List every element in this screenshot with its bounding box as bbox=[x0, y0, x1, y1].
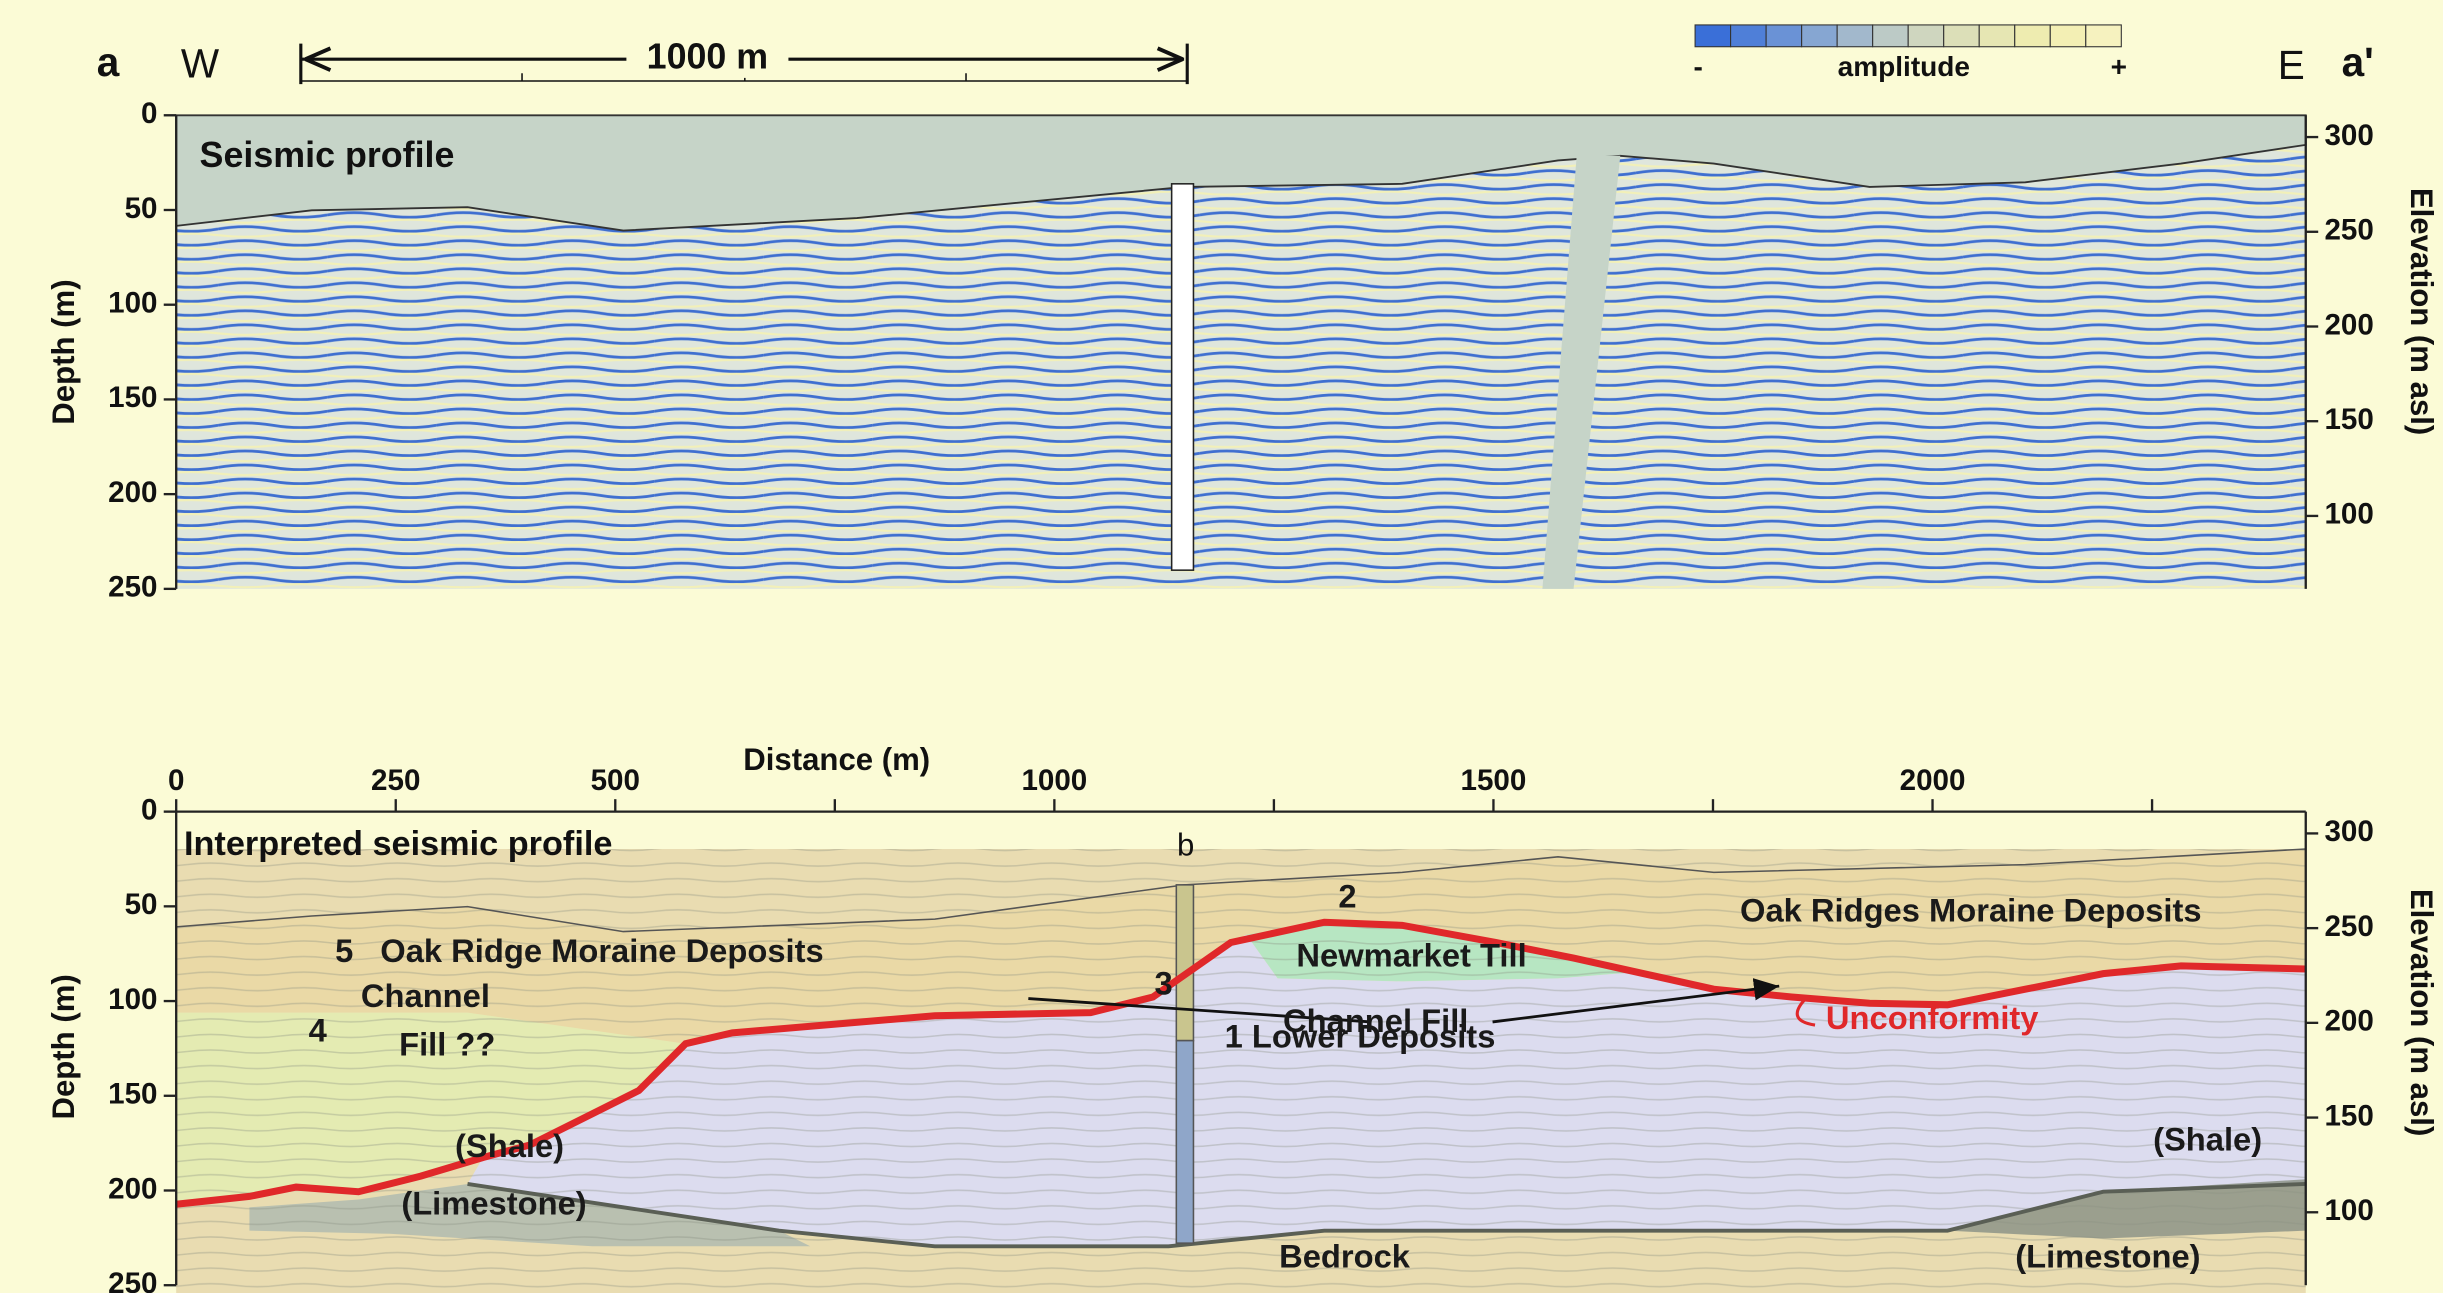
unit-label: (Limestone) bbox=[2015, 1237, 2200, 1274]
west-label: W bbox=[181, 41, 220, 87]
interpreted-panel: Interpreted seismic profile b 5 Oak Ridg… bbox=[176, 825, 2306, 1293]
unit-number: 3 bbox=[1155, 965, 1173, 1002]
unit-label: Oak Ridges Moraine Deposits bbox=[1740, 892, 2202, 929]
y2-tick-label: 100 bbox=[2324, 1194, 2373, 1227]
unit-number: 2 bbox=[1338, 878, 1356, 915]
unit-label: Oak Ridge Moraine Deposits bbox=[380, 932, 823, 969]
y2-tick-label: 250 bbox=[2324, 214, 2373, 247]
colorbar-low: - bbox=[1694, 51, 1703, 82]
y-tick-label: 0 bbox=[141, 97, 157, 130]
y-tick-label: 150 bbox=[108, 1078, 157, 1111]
figure: a W E a' 1000 m - amplitude + Seismic pr… bbox=[0, 0, 2443, 1293]
colorbar-cell bbox=[2015, 25, 2051, 47]
colorbar-cell bbox=[1802, 25, 1838, 47]
unit-label: (Limestone) bbox=[401, 1184, 586, 1221]
y-tick-label: 150 bbox=[108, 381, 157, 414]
unit-number: 5 bbox=[335, 932, 353, 969]
colorbar bbox=[1695, 25, 2121, 47]
panel-title: Interpreted seismic profile bbox=[184, 825, 612, 863]
panel-title: Seismic profile bbox=[200, 135, 455, 175]
x-tick-label: 1000 bbox=[1021, 764, 1087, 797]
x-tick-label: 250 bbox=[371, 764, 420, 797]
x-tick-label: 1500 bbox=[1461, 764, 1527, 797]
colorbar-cell bbox=[1908, 25, 1944, 47]
colorbar-cell bbox=[1731, 25, 1767, 47]
unconformity-label: Unconformity bbox=[1826, 999, 2039, 1036]
y2-tick-label: 200 bbox=[2324, 308, 2373, 341]
page: a W E a' 1000 m - amplitude + Seismic pr… bbox=[0, 0, 2443, 1293]
panel-label-end: a' bbox=[2342, 39, 2374, 85]
unit-label: Bedrock bbox=[1279, 1237, 1411, 1274]
y-axis-label: Depth (m) bbox=[46, 279, 81, 424]
colorbar-cell bbox=[1979, 25, 2015, 47]
y2-tick-label: 250 bbox=[2324, 910, 2373, 943]
y2-tick-label: 150 bbox=[2324, 1099, 2373, 1132]
colorbar-cell bbox=[1873, 25, 1909, 47]
y2-tick-label: 150 bbox=[2324, 403, 2373, 436]
panel-label: a bbox=[97, 39, 120, 85]
colorbar-cell bbox=[1944, 25, 1980, 47]
unit-label: Fill ?? bbox=[399, 1026, 495, 1063]
y-tick-label: 200 bbox=[108, 1172, 157, 1205]
y-tick-label: 100 bbox=[108, 983, 157, 1016]
scale-bar: 1000 m bbox=[301, 37, 1187, 84]
unit-label: (Shale) bbox=[455, 1127, 564, 1164]
y2-tick-label: 300 bbox=[2324, 119, 2373, 152]
unit-label: Newmarket Till bbox=[1296, 937, 1526, 974]
unit-label: (Shale) bbox=[2153, 1121, 2262, 1158]
y2-tick-label: 200 bbox=[2324, 1005, 2373, 1038]
east-label: E bbox=[2278, 42, 2305, 88]
y-tick-label: 250 bbox=[108, 571, 157, 604]
y-axis-label: Depth (m) bbox=[46, 974, 81, 1119]
y-tick-label: 100 bbox=[108, 287, 157, 320]
seismic-panel: Seismic profile bbox=[176, 115, 2306, 589]
y2-tick-label: 100 bbox=[2324, 498, 2373, 531]
x-axis-label: Distance (m) bbox=[743, 742, 930, 777]
y2-tick-label: 300 bbox=[2324, 815, 2373, 848]
colorbar-high: + bbox=[2111, 51, 2127, 82]
y-tick-label: 200 bbox=[108, 476, 157, 509]
unit-label: 1 Lower Deposits bbox=[1225, 1018, 1496, 1055]
y-tick-label: 50 bbox=[125, 192, 158, 225]
y-tick-label: 0 bbox=[141, 793, 157, 826]
colorbar-title: amplitude bbox=[1838, 51, 1970, 82]
colorbar-cell bbox=[2086, 25, 2122, 47]
y-tick-label: 50 bbox=[125, 888, 158, 921]
colorbar-cell bbox=[1837, 25, 1873, 47]
y2-axis-label: Elevation (m asl) bbox=[2404, 889, 2439, 1136]
colorbar-cell bbox=[1695, 25, 1731, 47]
colorbar-cell bbox=[1766, 25, 1802, 47]
y-tick-label: 250 bbox=[108, 1267, 157, 1293]
y2-axis-label: Elevation (m asl) bbox=[2404, 188, 2439, 435]
scale-bar-label: 1000 m bbox=[647, 37, 769, 77]
borehole-label: b bbox=[1177, 828, 1194, 863]
x-tick-label: 2000 bbox=[1900, 764, 1966, 797]
unit-label: Channel bbox=[361, 977, 490, 1014]
x-tick-label: 500 bbox=[591, 764, 640, 797]
colorbar-cell bbox=[2050, 25, 2086, 47]
x-tick-label: 0 bbox=[168, 764, 184, 797]
unit-number: 4 bbox=[309, 1011, 328, 1048]
